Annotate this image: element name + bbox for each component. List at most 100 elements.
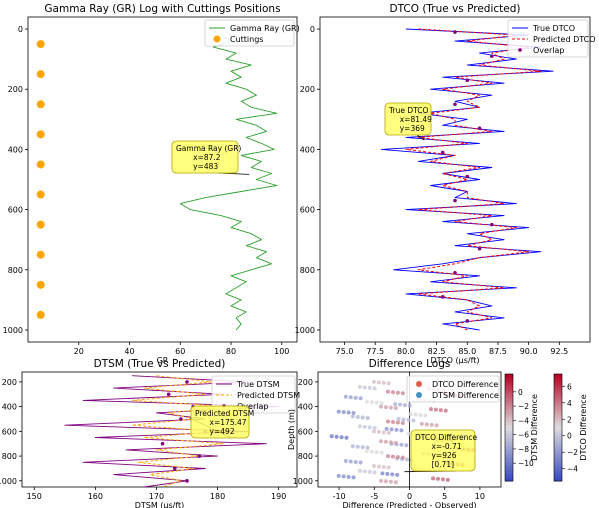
series-overlap-point <box>185 380 189 384</box>
dtsm-difference-point <box>367 385 372 390</box>
annotation-text: y=483 <box>193 162 218 171</box>
dtsm-difference-point <box>341 410 346 415</box>
dtsm-difference-point <box>357 468 362 473</box>
dtsm-difference-point <box>381 430 386 435</box>
legend-label: DTCO Difference <box>432 380 498 389</box>
dtsm-difference-point <box>395 390 400 395</box>
colorbar-segment <box>554 382 562 386</box>
y-tick-label: 400 <box>2 403 17 412</box>
y-tick-label: 1000 <box>295 326 315 335</box>
dtsm-difference-point <box>336 409 341 414</box>
x-tick-label: 170 <box>149 492 164 501</box>
dtsm-difference-point <box>390 454 395 459</box>
colorbar-segment <box>505 435 513 439</box>
dtsm-difference-point <box>386 430 391 435</box>
annotation-box <box>384 102 432 136</box>
dtsm-difference-point <box>357 384 362 389</box>
plot-frame <box>27 16 298 343</box>
y-tick-label: 200 <box>300 85 315 94</box>
dtsm-difference-point <box>343 459 348 464</box>
legend-label: True DTCO <box>532 24 575 33</box>
colorbar-segment <box>505 467 513 471</box>
series-gamma-ray-gr--line <box>179 28 278 331</box>
dtco-difference-point <box>384 426 389 431</box>
colorbar-segment <box>505 382 513 386</box>
annotation-text: y=369 <box>400 124 425 133</box>
chart-title: Difference Logs <box>369 358 451 370</box>
series-cuttings-point <box>36 100 45 109</box>
dtsm-difference-point <box>348 395 353 400</box>
dtsm-difference-point <box>395 455 400 460</box>
colorbar-segment <box>505 459 513 463</box>
dtsm-difference-point <box>379 401 384 406</box>
colorbar-segment <box>505 411 513 415</box>
dtsm-difference-point <box>357 424 362 429</box>
annotation-text: x=87.2 <box>193 153 221 162</box>
x-tick-label: 40 <box>124 347 134 356</box>
series-cuttings-point <box>36 70 45 79</box>
annotation-text: True DTCO <box>388 106 428 115</box>
dtsm-difference-point <box>386 389 391 394</box>
dtco-difference-point <box>390 472 395 477</box>
dtsm-difference-point <box>367 425 372 430</box>
series-cuttings-point <box>36 160 45 169</box>
legend-marker <box>416 381 422 387</box>
dtco-difference-point <box>401 417 406 422</box>
colorbar-segment <box>505 384 513 388</box>
dtsm-difference-point <box>341 474 346 479</box>
dtsm-difference-point <box>388 479 393 484</box>
annotation-text: y=492 <box>210 427 235 436</box>
panel-3: Difference Logs -10 -5 0 5 10 200 400 600 800 1000… <box>287 358 502 508</box>
colorbar-segment <box>505 374 513 378</box>
series-overlap-point <box>440 150 445 155</box>
y-tick-label: 200 <box>8 85 23 94</box>
dtsm-difference-point <box>351 475 356 480</box>
dtsm-difference-point <box>353 460 358 465</box>
colorbar-segment <box>505 446 513 450</box>
colorbar-segment <box>554 406 562 410</box>
colorbar-segment <box>505 400 513 404</box>
dtsm-difference-point <box>400 455 405 460</box>
x-tick-label: 82.5 <box>428 347 446 356</box>
series-true-dtco-line <box>380 28 554 331</box>
colorbar-segment <box>554 379 562 383</box>
dtsm-difference-point <box>360 445 365 450</box>
colorbar-segment <box>554 384 562 388</box>
colorbar-frame <box>504 373 514 482</box>
colorbar-segment <box>554 430 562 434</box>
x-axis-label: DTCO (µs/ft) <box>430 356 479 365</box>
x-tick-label: -5 <box>370 492 378 501</box>
panel-2: DTSM (True vs Predicted) 150 160 170 180 190 2… <box>0 358 300 508</box>
colorbar-segment <box>554 376 562 380</box>
colorbar-tick-label: −6 <box>518 431 529 440</box>
dtco-difference-point <box>404 457 409 462</box>
colorbar-segment <box>554 464 562 469</box>
dtco-difference-point <box>423 413 428 418</box>
dtsm-difference-point <box>336 473 341 478</box>
colorbar-tick-label: −4 <box>567 465 578 474</box>
colorbar-segment <box>505 403 513 407</box>
series-overlap-point <box>465 174 470 179</box>
series-overlap-point <box>453 30 457 34</box>
dtsm-difference-point <box>358 396 363 401</box>
dtco-difference-point <box>419 421 424 426</box>
colorbar-segment <box>505 430 513 434</box>
colorbar-segment <box>505 398 513 402</box>
y-tick-label: 1000 <box>0 477 17 486</box>
colorbar-segment <box>505 376 513 380</box>
annotation-text: x=175.47 <box>210 418 247 427</box>
legend-label: Predicted DTSM <box>237 391 300 400</box>
series-cuttings-point <box>36 250 45 259</box>
colorbar-segment <box>554 454 562 458</box>
dtsm-difference-point <box>390 419 395 424</box>
colorbar-tick-label: 6 <box>567 382 572 391</box>
y-tick-label: 1000 <box>3 326 23 335</box>
colorbar-segment <box>554 451 562 455</box>
dtsm-difference-point <box>358 460 363 465</box>
dtsm-difference-point <box>400 420 405 425</box>
annotation-arrow <box>416 134 425 141</box>
series-overlap-point <box>440 295 445 299</box>
colorbar-segment <box>505 448 513 453</box>
series-overlap-point <box>185 479 189 483</box>
colorbar-segment <box>505 427 513 431</box>
